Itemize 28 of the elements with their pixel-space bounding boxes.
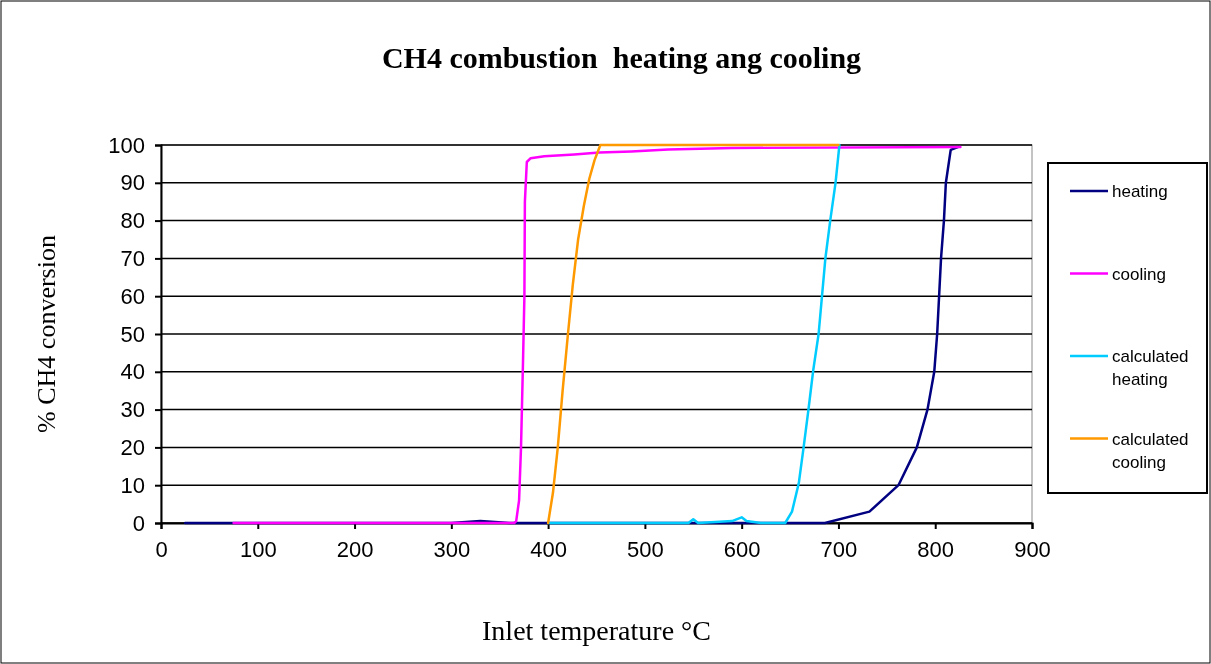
- y-tick-label: 40: [120, 359, 145, 385]
- legend-label: cooling: [1112, 264, 1166, 284]
- y-tick-label: 100: [108, 132, 145, 158]
- x-tick-label: 600: [723, 536, 761, 562]
- y-tick-label: 0: [132, 510, 145, 536]
- x-tick-label: 500: [627, 536, 664, 562]
- x-tick-label: 400: [530, 536, 567, 562]
- legend-label: heating: [1112, 182, 1168, 201]
- x-tick-label: 900: [1014, 536, 1051, 562]
- y-tick-label: 70: [120, 245, 145, 271]
- y-tick-label: 80: [120, 208, 145, 234]
- x-tick-label: 800: [917, 536, 955, 562]
- legend-label: calculated cooling: [1112, 429, 1189, 472]
- x-axis-title: Inlet temperature °C: [482, 615, 711, 646]
- chart-title: CH4 combustion heating ang cooling: [381, 41, 862, 74]
- x-tick-label: 200: [336, 536, 374, 562]
- y-tick-label: 50: [120, 321, 145, 347]
- y-tick-label: 20: [120, 434, 145, 460]
- x-tick-label: 100: [239, 536, 277, 562]
- y-tick-label: 10: [120, 472, 145, 498]
- y-axis-title: % CH4 conversion: [32, 235, 61, 433]
- y-tick-label: 30: [120, 397, 145, 423]
- legend-label: calculated heating: [1112, 347, 1189, 389]
- y-tick-label: 90: [120, 170, 145, 196]
- x-tick-label: 700: [820, 536, 858, 562]
- y-tick-label: 60: [120, 283, 145, 309]
- x-tick-label: 300: [433, 536, 471, 562]
- x-tick-label: 0: [155, 536, 168, 562]
